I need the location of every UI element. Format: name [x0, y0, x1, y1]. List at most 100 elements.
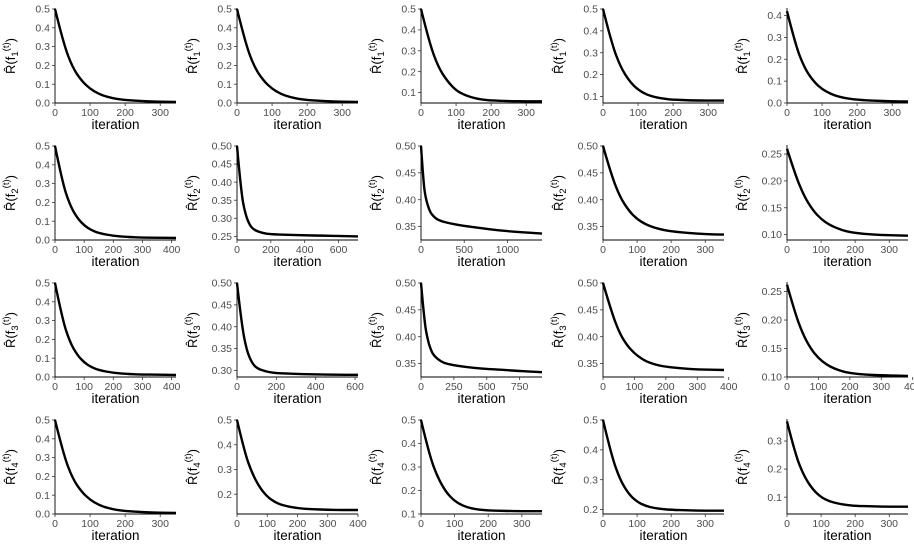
- y-axis-label: R̂(f4(t)): [549, 449, 569, 485]
- x-tick-label: 100: [626, 381, 644, 393]
- x-tick-label: 200: [268, 381, 286, 393]
- x-tick-label: 400: [296, 244, 314, 256]
- y-tick-label: 0.4: [401, 438, 416, 450]
- risk-curve: [601, 282, 725, 372]
- x-tick-label: 300: [699, 107, 717, 119]
- x-tick-label: 500: [455, 244, 473, 256]
- x-tick-label: 100: [446, 518, 464, 530]
- panel-r1-c5: 0.0 0.1 0.2 0.3 0.4 0 100 200 300 iteration R̂(f1(…: [733, 8, 909, 132]
- y-tick-label: 0.2: [767, 54, 782, 66]
- y-tick-label: 0.2: [217, 489, 232, 501]
- y-tick-label: 0.35: [212, 195, 233, 207]
- y-tick-label: 0.5: [583, 4, 598, 16]
- y-tick-label: 0.4: [583, 444, 598, 456]
- risk-curve: [235, 145, 359, 238]
- x-axis-label: iteration: [91, 391, 139, 406]
- panel-r1-c4: 0.1 0.2 0.3 0.4 0.5 0 100 200 300 iteration R̂(f1(…: [549, 4, 724, 132]
- x-tick-label: 0: [234, 244, 240, 256]
- y-tick-label: 0.5: [401, 4, 416, 16]
- x-axis-label: iteration: [823, 391, 871, 406]
- x-axis-label: iteration: [457, 117, 505, 132]
- panel-r4-c1: 0.0 0.1 0.2 0.3 0.4 0.5 0 100 200 300 iteration R̂(…: [1, 415, 177, 543]
- y-tick-label: 0.2: [35, 197, 50, 209]
- y-axis-label: R̂(f2(t)): [1, 175, 21, 211]
- y-tick-label: 0.25: [762, 286, 783, 298]
- y-tick-label: 0.3: [401, 462, 416, 474]
- y-tick-label: 0.40: [212, 321, 233, 333]
- x-axis-label: iteration: [639, 528, 687, 543]
- x-tick-label: 0: [418, 107, 424, 119]
- x-tick-label: 100: [628, 244, 646, 256]
- x-tick-label: 200: [657, 381, 675, 393]
- x-axis-label: iteration: [91, 117, 139, 132]
- y-tick-label: 0.0: [35, 98, 50, 110]
- x-axis-label: iteration: [457, 391, 505, 406]
- y-tick-label: 0.2: [583, 69, 598, 81]
- y-axis-label: R̂(f3(t)): [549, 312, 569, 348]
- y-tick-label: 0.3: [583, 47, 598, 59]
- risk-curve: [53, 419, 177, 515]
- risk-curve: [53, 8, 177, 104]
- risk-curve: [785, 10, 909, 103]
- x-tick-label: 200: [662, 518, 680, 530]
- risk-curve: [53, 145, 177, 240]
- y-axis-label: R̂(f1(t)): [549, 38, 569, 74]
- y-tick-label: 0.5: [35, 141, 50, 153]
- x-tick-label: 0: [52, 244, 58, 256]
- y-tick-label: 0.50: [212, 141, 233, 153]
- x-axis-label: iteration: [457, 254, 505, 269]
- y-tick-label: 0.2: [35, 334, 50, 346]
- x-tick-label: 200: [298, 107, 316, 119]
- x-tick-label: 100: [263, 107, 281, 119]
- x-axis-label: iteration: [91, 254, 139, 269]
- y-axis-label: R̂(f1(t)): [733, 38, 753, 74]
- panel-r2-c4: 0.35 0.40 0.45 0.50 0 100 200 300 iteration R̂(f2…: [549, 141, 725, 269]
- risk-curve: [785, 284, 909, 378]
- x-tick-label: 0: [600, 518, 606, 530]
- y-tick-label: 0.2: [217, 60, 232, 72]
- x-tick-label: 300: [696, 518, 714, 530]
- y-axis-label: R̂(f4(t)): [367, 449, 387, 485]
- x-tick-label: 0: [784, 518, 790, 530]
- x-tick-label: 0: [418, 518, 424, 530]
- y-tick-label: 0.3: [35, 315, 50, 327]
- x-tick-label: 400: [349, 518, 367, 530]
- panel-r4-c2: 0.2 0.3 0.4 0.5 0 100 200 300 400 iteration R̂(f4(…: [183, 415, 367, 543]
- x-tick-label: 300: [689, 381, 707, 393]
- x-tick-label: 100: [81, 107, 99, 119]
- y-tick-label: 0.0: [217, 98, 232, 110]
- y-tick-label: 0.5: [583, 415, 598, 427]
- x-tick-label: 0: [234, 107, 240, 119]
- y-tick-label: 0.3: [35, 452, 50, 464]
- panel-r2-c5: 0.10 0.15 0.20 0.25 0 100 200 300 iteration R̂(f2…: [733, 145, 909, 269]
- panel-r1-c2: 0.0 0.1 0.2 0.3 0.4 0.5 0 100 200 300 iteration R̂(…: [183, 4, 359, 132]
- y-tick-label: 0.1: [401, 87, 416, 99]
- risk-curve: [785, 148, 909, 237]
- x-tick-label: 1000: [496, 244, 520, 256]
- x-axis-label: iteration: [823, 528, 871, 543]
- y-tick-label: 0.50: [578, 141, 599, 153]
- y-tick-label: 0.45: [578, 167, 599, 179]
- y-tick-label: 0.4: [401, 24, 416, 36]
- x-axis-label: iteration: [639, 117, 687, 132]
- x-tick-label: 300: [696, 244, 714, 256]
- y-tick-label: 0.1: [35, 353, 50, 365]
- risk-curve: [53, 282, 177, 377]
- y-tick-label: 0.1: [767, 492, 782, 504]
- x-tick-label: 200: [848, 107, 866, 119]
- y-tick-label: 0.50: [396, 141, 417, 153]
- y-tick-label: 0.0: [35, 372, 50, 384]
- panel-r1-c3: 0.1 0.2 0.3 0.4 0.5 0 100 200 300 iteration R̂(f1(…: [367, 4, 542, 132]
- x-tick-label: 0: [600, 244, 606, 256]
- x-tick-label: 100: [81, 518, 99, 530]
- y-tick-label: 0.50: [578, 278, 599, 290]
- x-tick-label: 300: [873, 381, 891, 393]
- x-tick-label: 400: [307, 381, 325, 393]
- x-tick-label: 100: [75, 381, 93, 393]
- y-tick-label: 0.5: [217, 4, 232, 16]
- x-tick-label: 200: [662, 244, 680, 256]
- y-tick-label: 0.45: [212, 159, 233, 171]
- y-tick-label: 0.4: [217, 22, 232, 34]
- x-tick-label: 100: [812, 518, 830, 530]
